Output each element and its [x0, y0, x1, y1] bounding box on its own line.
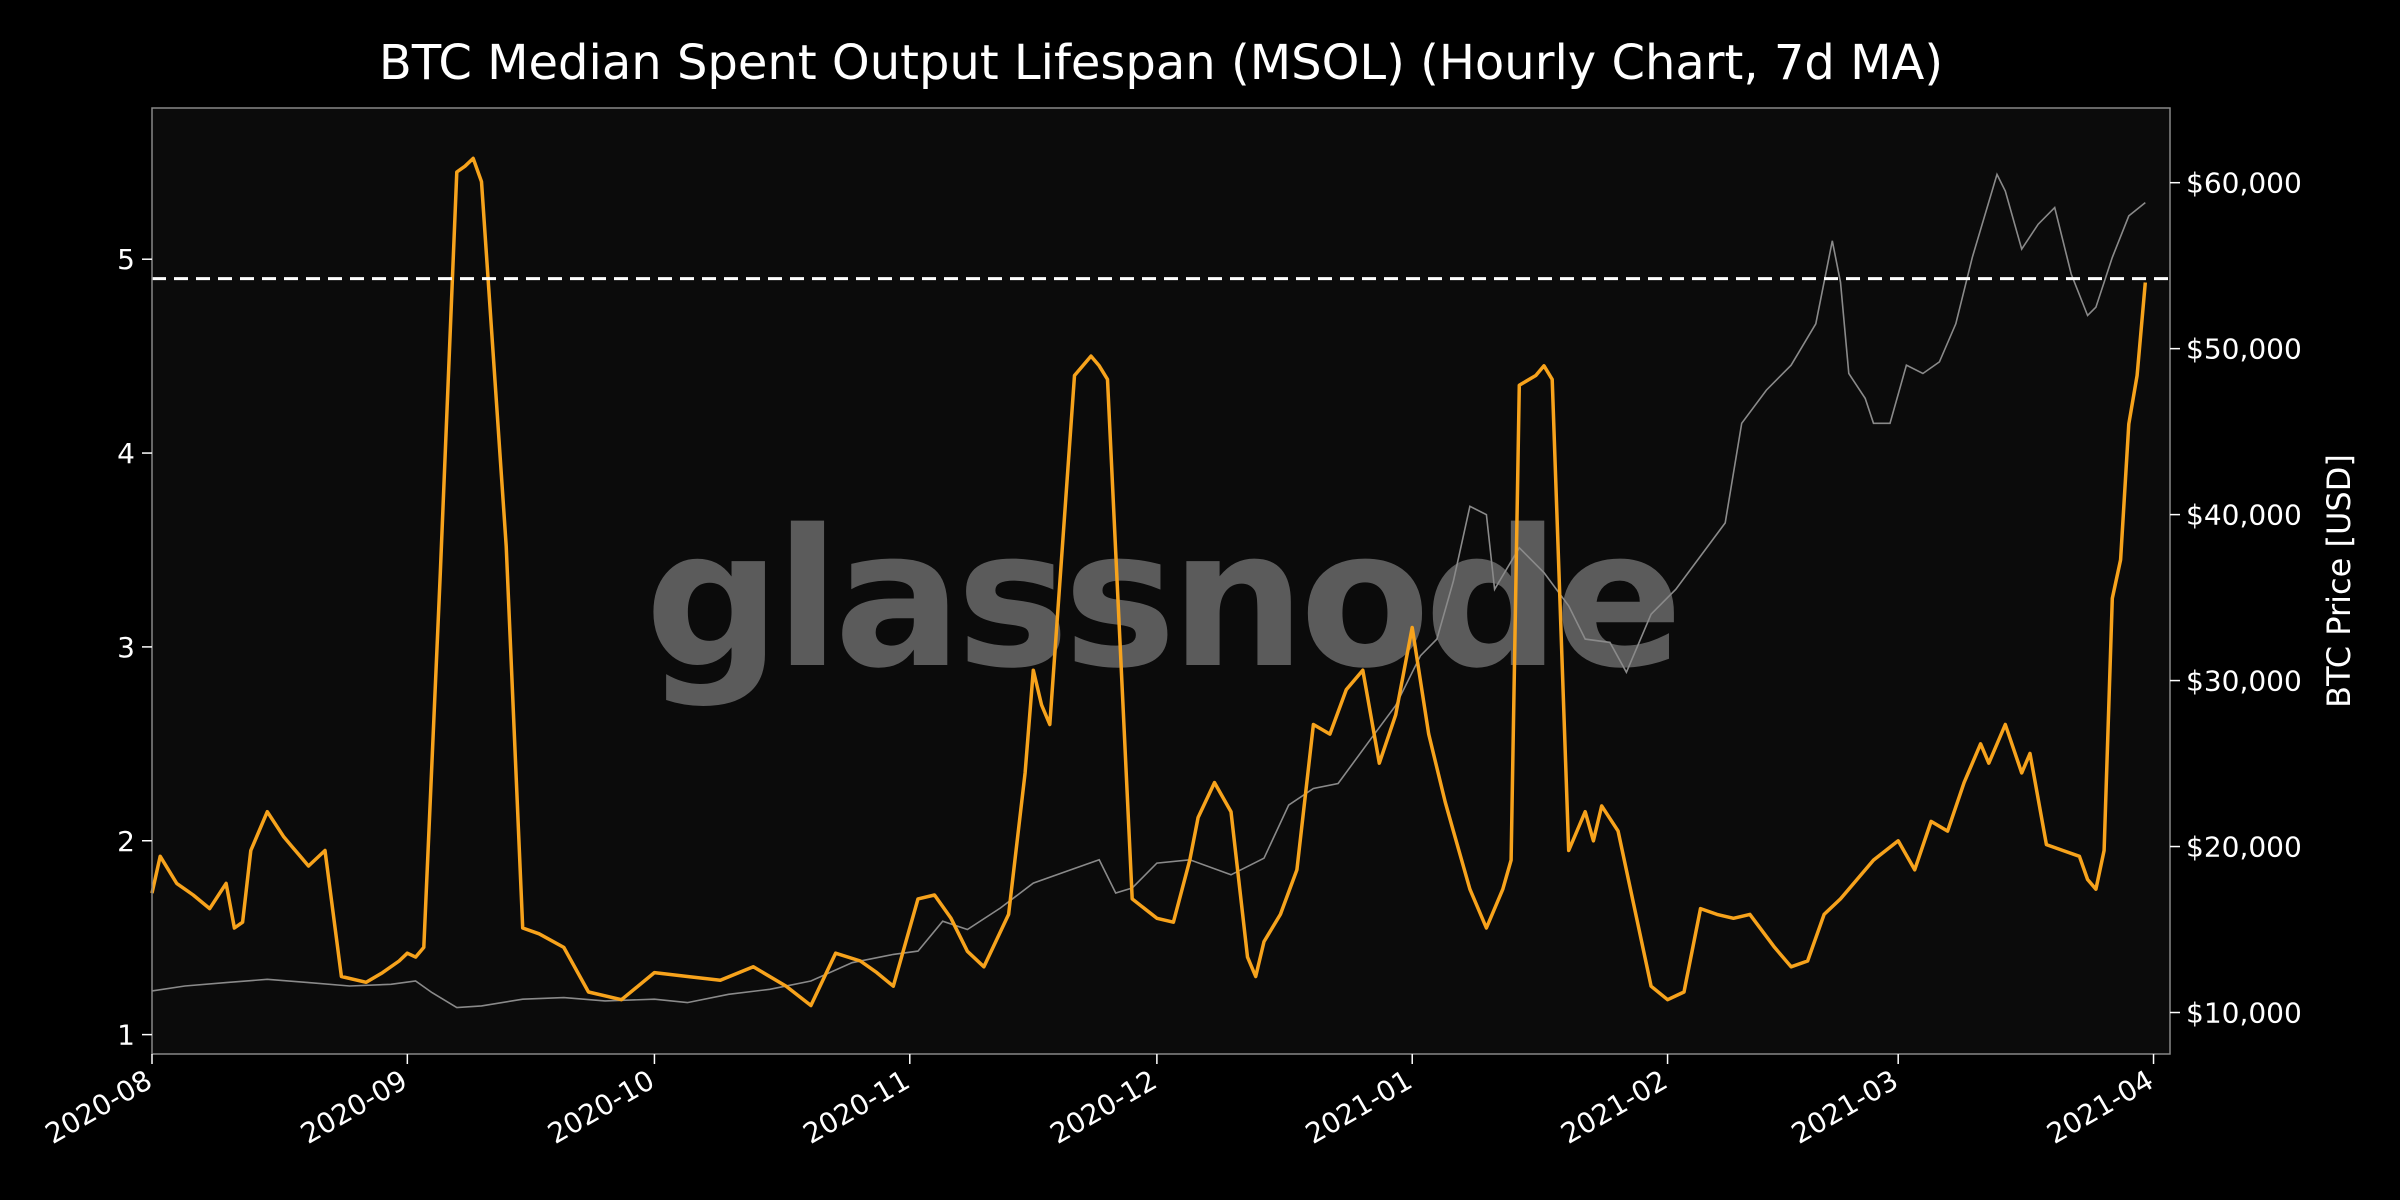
- y-left-tick-label: 3: [117, 631, 135, 664]
- y-axis-right: $10,000 $20,000 $30,000 $40,000 $50,000 $60,0…: [2170, 167, 2302, 1030]
- y-right-tick-label: $10,000: [2186, 997, 2302, 1030]
- y-right-tick-label: $30,000: [2186, 665, 2302, 698]
- y-left-tick-label: 1: [117, 1019, 135, 1052]
- plot-frame: [151, 107, 2171, 1055]
- watermark: glassnode: [645, 489, 1677, 710]
- y-right-tick-label: $40,000: [2186, 499, 2302, 532]
- y-right-tick-label: $20,000: [2186, 831, 2302, 864]
- y-left-tick-label: 2: [117, 825, 135, 858]
- series-line-msol: [150, 156, 2148, 1008]
- chart-title: BTC Median Spent Output Lifespan (MSOL) …: [379, 35, 1943, 91]
- y-axis-left: 1 2 3 4 5: [117, 243, 152, 1052]
- y-axis-right-label: BTC Price [USD]: [2320, 454, 2358, 708]
- y-left-tick-label: 5: [117, 243, 135, 276]
- msol-series-layer: [150, 156, 2148, 1008]
- y-right-tick-label: $50,000: [2186, 333, 2302, 366]
- y-right-tick-label: $60,000: [2186, 167, 2302, 200]
- y-left-tick-label: 4: [117, 437, 135, 470]
